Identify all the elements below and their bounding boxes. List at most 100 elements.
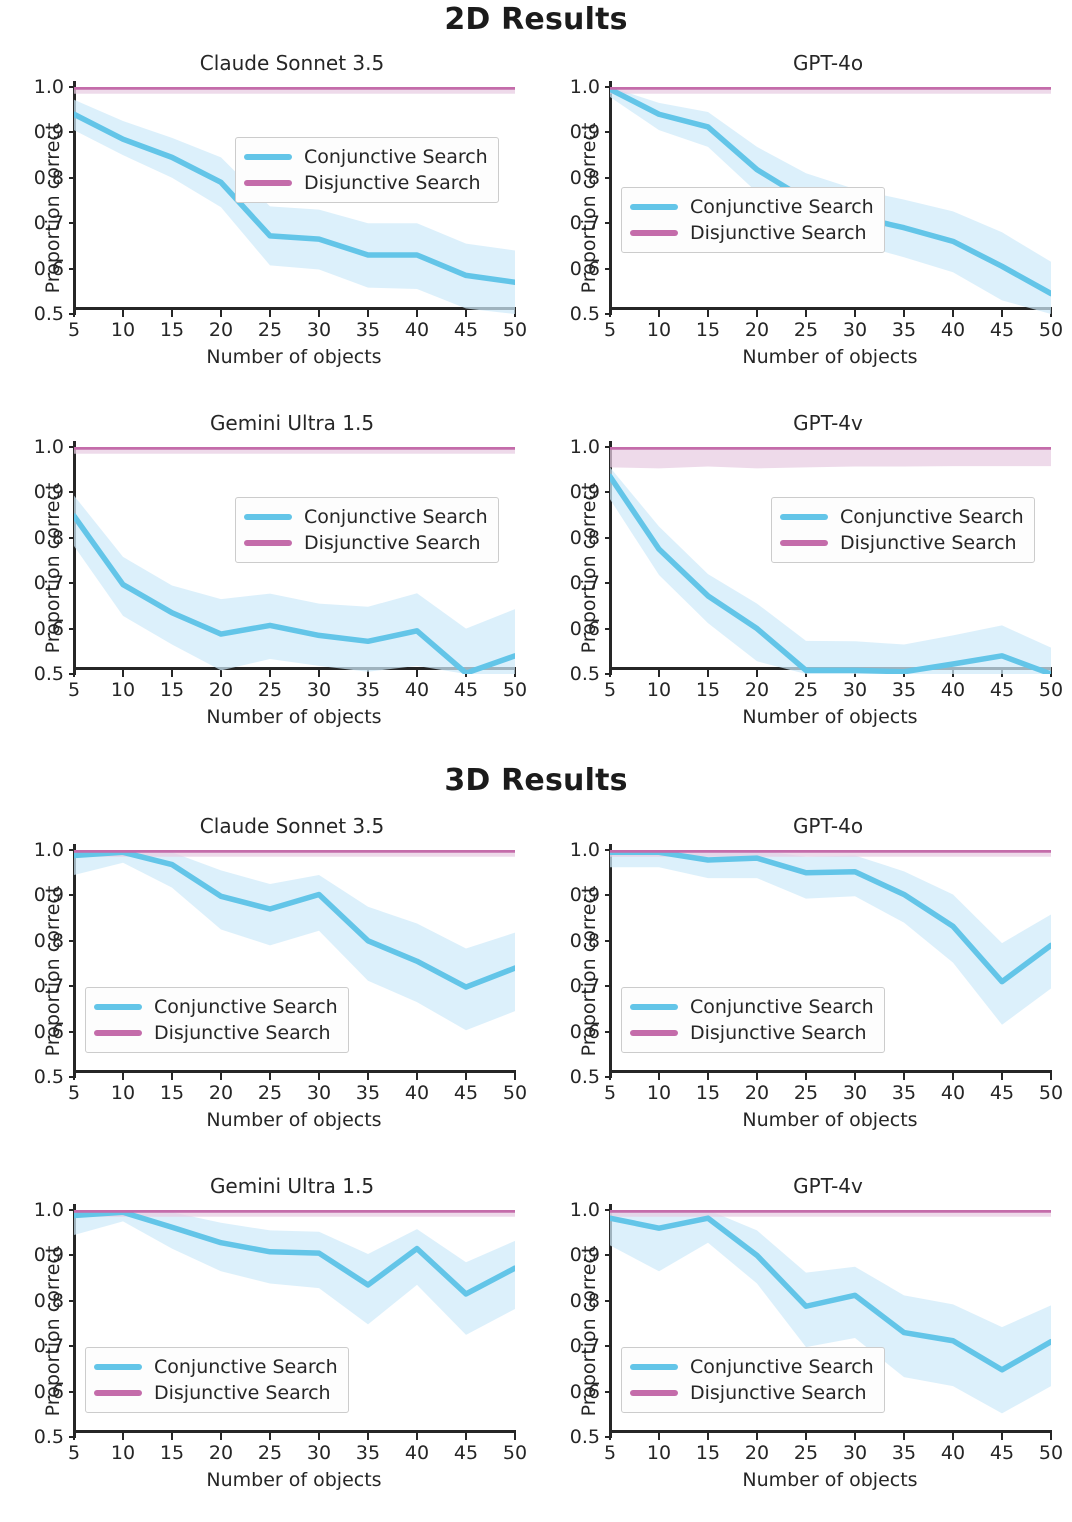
- x-tick-label: 25: [257, 1442, 283, 1464]
- chart-legend[interactable]: Conjunctive Search Disjunctive Search: [235, 137, 499, 203]
- plot-area: [610, 1210, 1051, 1432]
- x-axis-line: [609, 1430, 1052, 1433]
- x-tick-mark: [854, 1433, 856, 1440]
- y-tick-label: 0.8: [33, 929, 64, 952]
- y-axis-line: [73, 844, 76, 1078]
- y-tick-label: 0.9: [33, 121, 64, 144]
- x-tick-label: 5: [67, 679, 81, 701]
- plot-area: [74, 850, 515, 1072]
- plot-area: [74, 447, 515, 674]
- y-tick-mark: [69, 176, 76, 179]
- confidence-band: [610, 447, 1051, 469]
- chart-legend[interactable]: Conjunctive Search Disjunctive Search: [235, 497, 499, 563]
- x-tick-mark: [73, 1433, 75, 1440]
- y-tick-label: 0.6: [569, 257, 600, 280]
- y-tick-label: 1.0: [33, 1199, 64, 1221]
- x-tick-label: 40: [940, 1082, 966, 1104]
- series-line: [74, 111, 515, 285]
- legend-swatch-conjunctive-icon: [630, 204, 678, 210]
- x-tick-label: 45: [453, 319, 479, 341]
- legend-item-conjunctive[interactable]: Conjunctive Search: [630, 1354, 874, 1380]
- legend-item-disjunctive[interactable]: Disjunctive Search: [244, 170, 488, 196]
- chart-panel-3d-gpt4v: GPT-4v Proportion correct 0.5 0.6 0.7 0.8 0.9 1…: [536, 1162, 1072, 1522]
- legend-item-conjunctive[interactable]: Conjunctive Search: [94, 1354, 338, 1380]
- legend-item-conjunctive[interactable]: Conjunctive Search: [244, 144, 488, 170]
- legend-item-disjunctive[interactable]: Disjunctive Search: [630, 1380, 874, 1406]
- x-tick-mark: [220, 670, 222, 677]
- legend-swatch-conjunctive-icon: [780, 514, 828, 520]
- y-axis-ticks: 0.5 0.6 0.7 0.8 0.9 1.0: [536, 399, 612, 759]
- x-axis-label: Number of objects: [206, 1109, 382, 1131]
- legend-label: Conjunctive Search: [154, 996, 338, 1018]
- legend-item-disjunctive[interactable]: Disjunctive Search: [630, 1020, 874, 1046]
- series-line: [610, 850, 1051, 985]
- y-tick-label: 0.8: [33, 1289, 64, 1312]
- y-axis-line: [73, 81, 76, 315]
- x-tick-mark: [367, 1433, 369, 1440]
- y-tick-label: 0.7: [33, 1335, 64, 1358]
- y-tick-mark: [69, 1254, 76, 1257]
- legend-item-disjunctive[interactable]: Disjunctive Search: [94, 1020, 338, 1046]
- y-tick-label: 1.0: [569, 839, 600, 861]
- x-tick-label: 45: [453, 1442, 479, 1464]
- chart-legend[interactable]: Conjunctive Search Disjunctive Search: [621, 187, 885, 253]
- x-tick-label: 45: [989, 679, 1015, 701]
- legend-item-disjunctive[interactable]: Disjunctive Search: [780, 530, 1024, 556]
- legend-swatch-disjunctive-icon: [94, 1030, 142, 1036]
- y-tick-label: 0.5: [569, 1426, 600, 1448]
- chart-title: GPT-4v: [793, 1174, 863, 1198]
- x-tick-label: 30: [306, 679, 332, 701]
- y-tick-mark: [69, 673, 76, 675]
- x-tick-mark: [903, 1073, 905, 1080]
- y-axis-ticks: 0.5 0.6 0.7 0.8 0.9 1.0: [0, 1162, 76, 1522]
- legend-item-conjunctive[interactable]: Conjunctive Search: [630, 994, 874, 1020]
- x-tick-label: 10: [646, 319, 672, 341]
- x-axis-label: Number of objects: [742, 1109, 918, 1131]
- chart-legend[interactable]: Conjunctive Search Disjunctive Search: [85, 1347, 349, 1413]
- x-tick-label: 35: [891, 319, 917, 341]
- chart-legend[interactable]: Conjunctive Search Disjunctive Search: [771, 497, 1035, 563]
- x-tick-label: 5: [67, 1082, 81, 1104]
- confidence-band: [610, 467, 1051, 674]
- x-tick-mark: [269, 670, 271, 677]
- x-tick-mark: [171, 1073, 173, 1080]
- chart-legend[interactable]: Conjunctive Search Disjunctive Search: [621, 987, 885, 1053]
- y-tick-label: 0.9: [569, 121, 600, 144]
- chart-legend[interactable]: Conjunctive Search Disjunctive Search: [85, 987, 349, 1053]
- x-tick-mark: [658, 670, 660, 677]
- y-tick-mark: [69, 1299, 76, 1302]
- y-tick-mark: [69, 446, 76, 448]
- x-tick-label: 30: [842, 319, 868, 341]
- y-axis-ticks: 0.5 0.6 0.7 0.8 0.9 1.0: [0, 802, 76, 1162]
- x-tick-label: 45: [989, 1442, 1015, 1464]
- legend-item-disjunctive[interactable]: Disjunctive Search: [94, 1380, 338, 1406]
- x-tick-mark: [805, 1433, 807, 1440]
- x-tick-mark: [318, 310, 320, 317]
- y-tick-mark: [69, 849, 76, 851]
- plot-area: [610, 447, 1051, 674]
- y-tick-label: 1.0: [33, 436, 64, 458]
- chart-legend[interactable]: Conjunctive Search Disjunctive Search: [621, 1347, 885, 1413]
- legend-item-conjunctive[interactable]: Conjunctive Search: [244, 504, 488, 530]
- legend-item-conjunctive[interactable]: Conjunctive Search: [94, 994, 338, 1020]
- x-axis-label: Number of objects: [742, 706, 918, 728]
- legend-item-conjunctive[interactable]: Conjunctive Search: [630, 194, 874, 220]
- legend-label: Disjunctive Search: [154, 1022, 331, 1044]
- y-tick-mark: [605, 1436, 612, 1438]
- legend-item-disjunctive[interactable]: Disjunctive Search: [244, 530, 488, 556]
- y-tick-mark: [605, 446, 612, 448]
- y-tick-mark: [605, 1299, 612, 1302]
- legend-swatch-conjunctive-icon: [244, 514, 292, 520]
- x-tick-mark: [269, 310, 271, 317]
- x-axis-label: Number of objects: [206, 706, 382, 728]
- legend-label: Disjunctive Search: [690, 1382, 867, 1404]
- y-axis-line: [609, 441, 612, 675]
- x-tick-label: 10: [646, 679, 672, 701]
- x-tick-mark: [318, 1073, 320, 1080]
- plot-area: [74, 1210, 515, 1432]
- legend-item-disjunctive[interactable]: Disjunctive Search: [630, 220, 874, 246]
- x-tick-label: 5: [603, 1082, 617, 1104]
- legend-item-conjunctive[interactable]: Conjunctive Search: [780, 504, 1024, 530]
- y-tick-mark: [605, 176, 612, 179]
- x-tick-label: 50: [1038, 679, 1064, 701]
